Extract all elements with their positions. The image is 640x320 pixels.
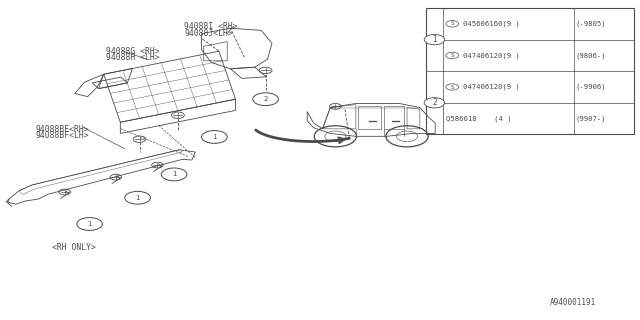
Text: (-9805): (-9805) (575, 20, 606, 27)
Text: 047406120(9 ): 047406120(9 ) (463, 52, 520, 59)
Text: 1: 1 (212, 134, 217, 140)
Text: S: S (451, 53, 454, 58)
Text: 94088H <LH>: 94088H <LH> (106, 53, 159, 62)
Text: 1: 1 (432, 35, 437, 44)
Text: 94088J<LH>: 94088J<LH> (184, 29, 233, 38)
Text: (-9906): (-9906) (575, 84, 606, 90)
Text: <RH ONLY>: <RH ONLY> (52, 243, 97, 252)
Text: 94088I <RH>: 94088I <RH> (184, 22, 238, 31)
Text: Q586018    (4 ): Q586018 (4 ) (447, 115, 512, 122)
Text: 94088BE<RH>: 94088BE<RH> (35, 125, 89, 134)
Circle shape (253, 93, 278, 106)
Circle shape (77, 218, 102, 230)
Text: (9907-): (9907-) (575, 115, 606, 122)
Circle shape (424, 35, 445, 45)
Text: 2: 2 (432, 98, 437, 107)
Text: 047406120(9 ): 047406120(9 ) (463, 84, 520, 90)
Text: S: S (451, 84, 454, 90)
Circle shape (424, 98, 445, 108)
Text: 1: 1 (172, 172, 177, 177)
Text: 94088G <RH>: 94088G <RH> (106, 47, 159, 56)
Text: S: S (451, 21, 454, 26)
Text: 1: 1 (135, 195, 140, 201)
Circle shape (202, 131, 227, 143)
Circle shape (125, 191, 150, 204)
Text: A940001191: A940001191 (550, 298, 596, 307)
Text: 2: 2 (264, 96, 268, 102)
Text: 94088BF<LH>: 94088BF<LH> (35, 131, 89, 140)
Text: 045606160(9 ): 045606160(9 ) (463, 20, 520, 27)
Bar (426, 8, 634, 134)
Text: (9806-): (9806-) (575, 52, 606, 59)
Circle shape (161, 168, 187, 181)
Text: 1: 1 (87, 221, 92, 227)
